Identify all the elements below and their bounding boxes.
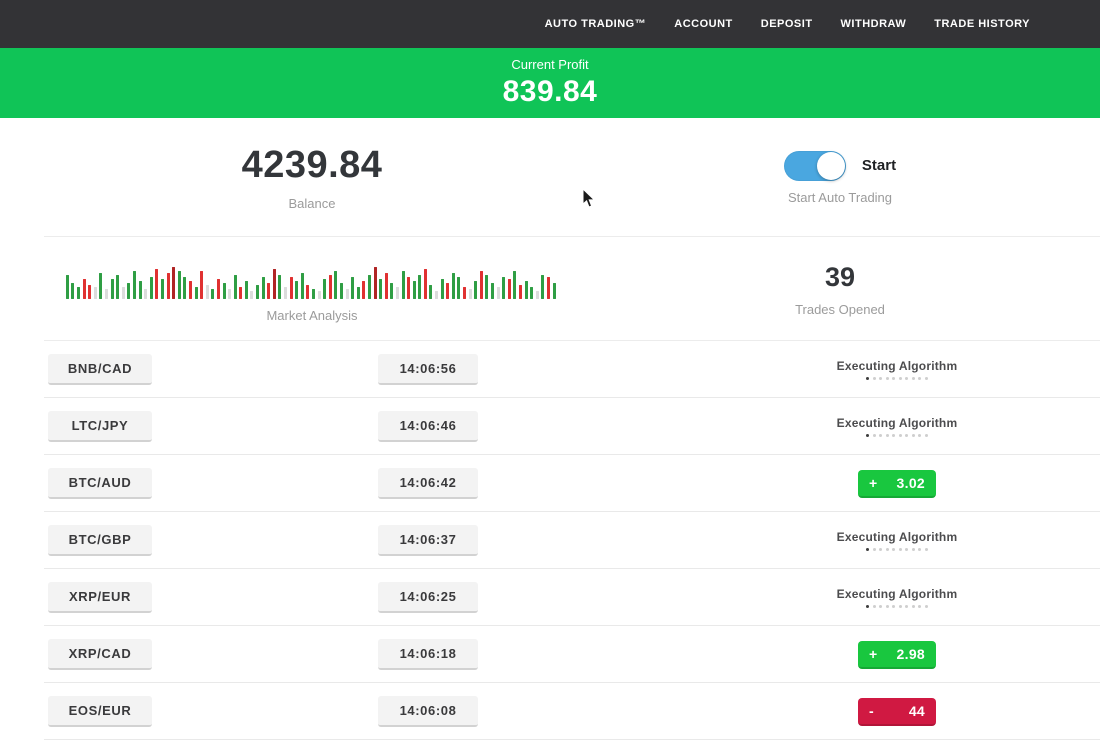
- current-profit-banner: Current Profit 839.84: [0, 48, 1100, 118]
- time-chip[interactable]: 14:06:37: [378, 525, 478, 556]
- balance-value: 4239.84: [241, 144, 383, 186]
- profit-badge: +2.98: [858, 640, 936, 669]
- current-profit-label: Current Profit: [511, 57, 589, 72]
- trade-row: BTC/AUD 14:06:42 +3.02: [0, 455, 1100, 512]
- nav-item-withdraw[interactable]: WITHDRAW: [840, 18, 907, 30]
- pair-chip[interactable]: BTC/GBP: [48, 525, 152, 556]
- time-chip[interactable]: 14:06:25: [378, 582, 478, 613]
- pair-chip[interactable]: BNB/CAD: [48, 354, 152, 385]
- start-auto-trading-label: Start Auto Trading: [787, 189, 893, 205]
- nav-item-auto-trading[interactable]: AUTO TRADING™: [544, 18, 647, 30]
- trade-status: Executing Algorithm: [478, 359, 1100, 380]
- top-navbar: AUTO TRADING™ ACCOUNT DEPOSIT WITHDRAW T…: [0, 0, 1100, 48]
- market-analysis-chart: [65, 255, 558, 299]
- progress-dots: [837, 434, 958, 437]
- current-profit-value: 839.84: [502, 75, 598, 108]
- time-chip[interactable]: 14:06:46: [378, 411, 478, 442]
- pair-chip[interactable]: XRP/CAD: [48, 639, 152, 670]
- trade-status: Executing Algorithm: [478, 587, 1100, 608]
- executing-algorithm-label: Executing Algorithm: [836, 587, 958, 601]
- trade-status: -44: [478, 697, 1100, 726]
- pair-chip[interactable]: XRP/EUR: [48, 582, 152, 613]
- nav-item-account[interactable]: ACCOUNT: [674, 18, 733, 30]
- trade-row: BNB/CAD 14:06:56 Executing Algorithm: [0, 341, 1100, 398]
- time-chip[interactable]: 14:06:08: [378, 696, 478, 727]
- trade-status: Executing Algorithm: [478, 416, 1100, 437]
- time-chip[interactable]: 14:06:42: [378, 468, 478, 499]
- toggle-knob: [816, 151, 845, 180]
- pair-chip[interactable]: BTC/AUD: [48, 468, 152, 499]
- market-analysis-label: Market Analysis: [266, 308, 358, 323]
- profit-badge: +3.02: [858, 469, 936, 498]
- trade-status: Executing Algorithm: [478, 530, 1100, 551]
- trade-status: +3.02: [478, 469, 1100, 498]
- executing-algorithm-label: Executing Algorithm: [836, 416, 958, 430]
- progress-dots: [837, 548, 958, 551]
- balance-label: Balance: [288, 196, 336, 211]
- trade-status: +2.98: [478, 640, 1100, 669]
- trade-row: XRP/CAD 14:06:18 +2.98: [0, 626, 1100, 683]
- nav-item-deposit[interactable]: DEPOSIT: [760, 18, 813, 30]
- balance-section: 4239.84 Balance Start Start Auto Trading: [0, 118, 1100, 237]
- executing-algorithm-label: Executing Algorithm: [836, 530, 958, 544]
- trades-list: BNB/CAD 14:06:56 Executing Algorithm LTC…: [0, 341, 1100, 740]
- progress-dots: [837, 605, 958, 608]
- trades-opened-label: Trades Opened: [795, 301, 885, 317]
- progress-dots: [837, 377, 958, 380]
- pair-chip[interactable]: EOS/EUR: [48, 696, 152, 727]
- auto-trading-toggle[interactable]: [783, 150, 846, 181]
- executing-algorithm-label: Executing Algorithm: [836, 359, 958, 373]
- trade-row: BTC/GBP 14:06:37 Executing Algorithm: [0, 512, 1100, 569]
- pair-chip[interactable]: LTC/JPY: [48, 411, 152, 442]
- trade-row: LTC/JPY 14:06:46 Executing Algorithm: [0, 398, 1100, 455]
- nav-item-trade-history[interactable]: TRADE HISTORY: [934, 18, 1030, 30]
- time-chip[interactable]: 14:06:56: [378, 354, 478, 385]
- market-section: Market Analysis 39 Trades Opened: [0, 237, 1100, 341]
- trades-opened-value: 39: [824, 261, 856, 292]
- loss-badge: -44: [858, 697, 936, 726]
- time-chip[interactable]: 14:06:18: [378, 639, 478, 670]
- toggle-start-label: Start: [861, 157, 897, 174]
- trade-row: EOS/EUR 14:06:08 -44: [0, 683, 1100, 740]
- trade-row: XRP/EUR 14:06:25 Executing Algorithm: [0, 569, 1100, 626]
